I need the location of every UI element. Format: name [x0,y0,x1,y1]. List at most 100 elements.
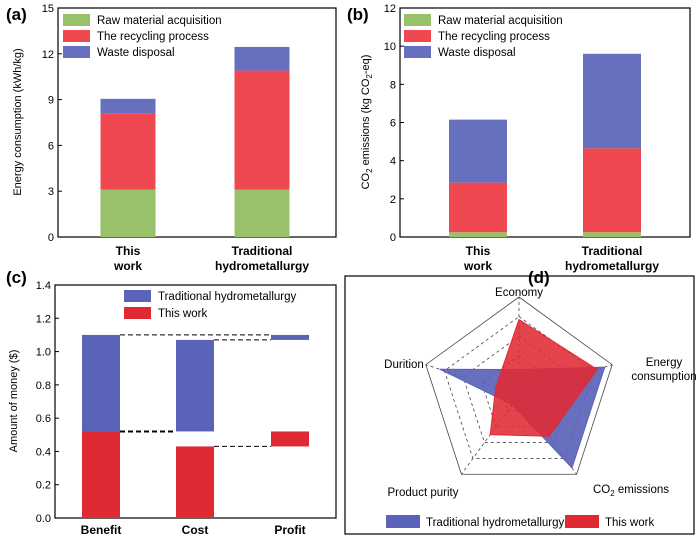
panel-b-label: (b) [347,5,369,24]
panel-c-bar [176,446,214,518]
panel-c-ytick-label: 0.2 [36,480,51,492]
panel-d: (d) Economy Energy consumption CO2 emiss… [344,268,697,535]
panel-b-bars [449,53,641,237]
panel-d-frame [344,275,695,535]
panel-c-bars [82,334,309,518]
radar-grid-ring [443,316,595,459]
panel-b-bar-segment [583,148,641,233]
panel-b-legend-label: The recycling process [438,31,550,43]
panel-a-ylabel: Energy consumption (kWh/kg) [12,48,24,195]
panel-a-label: (a) [6,5,27,24]
panel-d-legend-label: Traditional hydrometallurgy [426,517,565,529]
panel-a-plot-frame [57,7,337,238]
radar-label-economy: Economy [495,287,543,299]
radar-label-product-purity: Product purity [388,487,459,499]
panel-b-ytick-label: 2 [390,194,396,206]
panel-d-radar-series [439,318,606,469]
panel-a-category-1-line2: work [113,259,142,273]
panel-b-bar-segment [449,119,507,183]
panel-a-bar-segment [100,189,156,237]
panel-a-category-1-line1: This [116,244,141,258]
panel-a-legend-swatch [63,14,90,26]
panel-c-legend-swatch [124,307,151,319]
radar-label-energy-line1: Energy [646,357,683,369]
panel-b-legend-swatch [404,30,431,42]
panel-b-legend-swatch [404,14,431,26]
panel-b-ytick-label: 10 [384,41,396,53]
panel-b-ytick-label: 6 [390,118,396,130]
panel-c-category-label: Cost [182,523,209,537]
radar-label-co2: CO2 emissions [593,484,669,498]
panel-b-bar-segment [583,53,641,149]
panel-a-legend-swatch [63,46,90,58]
panel-a-legend-label: Waste disposal [97,47,175,59]
panel-a-ytick-label: 6 [48,140,54,152]
panel-a-bar-segment [234,46,290,71]
panel-c-legend-swatch [124,290,151,302]
panel-c-category-label: Profit [274,523,305,537]
panel-a-bars [100,46,290,237]
panel-d-legend-label: This work [605,517,654,529]
panel-a-ytick-label: 3 [48,186,54,198]
panel-a-legend-swatch [63,30,90,42]
panel-b-yticks: 0 2 4 6 8 10 12 [384,3,404,244]
panel-d-legend-swatch [386,515,420,528]
panel-c-bar [271,431,309,447]
panel-c-connector-lines [120,334,271,447]
panel-b-category-2-line1: Traditional [582,244,643,258]
panel-a-legend: Raw material acquisition The recycling pr… [63,14,222,59]
panel-b-bar-segment [449,232,507,237]
panel-b: (b) 0 2 4 6 8 10 12 Raw material acquisition Th… [347,3,691,273]
panel-b-ytick-label: 4 [390,156,396,168]
panel-a-ytick-label: 9 [48,95,54,107]
panel-d-legend: Traditional hydrometallurgy This work [386,515,654,529]
panel-b-ylabel: CO2 emissions (kg CO2-eq) [360,55,374,190]
panel-b-legend-swatch [404,46,431,58]
panel-c-legend: Traditional hydrometallurgy This work [124,290,297,320]
panel-b-category-1-line1: This [466,244,491,258]
panel-a-category-2-line2: hydrometallurgy [215,259,309,273]
panel-d-legend-swatch [565,515,599,528]
panel-c-ytick-label: 0.4 [36,446,51,458]
panel-a-category-2-line1: Traditional [232,244,293,258]
panel-b-ytick-label: 12 [384,3,396,15]
radar-series-area [489,318,599,437]
panel-c-label: (c) [6,268,27,287]
panel-b-ytick-label: 0 [390,232,396,244]
panel-b-legend-label: Raw material acquisition [438,15,563,27]
panel-c-legend-label: This work [158,308,207,320]
panel-a-bar-segment [234,189,290,237]
panel-a-legend-label: The recycling process [97,31,209,43]
panel-a-bar-segment [234,70,290,190]
panel-c-ylabel: Amount of money ($) [8,350,20,453]
panel-b-legend: Raw material acquisition The recycling pr… [404,14,563,59]
panel-a-ytick-label: 15 [42,3,54,15]
panel-c-ytick-label: 0.0 [36,513,51,525]
panel-c-legend-label: Traditional hydrometallurgy [158,291,297,303]
panel-b-legend-label: Waste disposal [438,47,516,59]
panel-c-ytick-label: 1.4 [36,280,51,292]
panel-c-ytick-label: 0.8 [36,380,51,392]
panel-b-category-1-line2: work [463,259,492,273]
panel-a-legend-label: Raw material acquisition [97,15,222,27]
panel-a-bar-segment [100,98,156,114]
panel-c-bar [176,339,214,432]
panel-c-bar [82,431,120,518]
panel-b-category-2-line2: hydrometallurgy [565,259,659,273]
panel-c-ytick-label: 1.0 [36,347,51,359]
radar-grid-ring [425,296,613,475]
panel-d-label: (d) [528,268,550,287]
panel-a-bar-segment [100,113,156,190]
panel-c: (c) 0.0 0.2 0.4 0.6 0.8 1.0 1.2 1.4 Traditional… [6,268,337,537]
panel-c-yticks: 0.0 0.2 0.4 0.6 0.8 1.0 1.2 1.4 [36,280,59,525]
panel-a: (a) 0 3 6 9 12 15 Raw material acquisition The… [6,3,337,273]
panel-c-category-labels: Benefit Cost Profit [81,523,306,537]
panel-a-ytick-label: 0 [48,232,54,244]
radar-label-durition: Durition [384,359,424,371]
panel-c-ytick-label: 0.6 [36,413,51,425]
panel-c-bar [271,334,309,340]
panel-a-yticks: 0 3 6 9 12 15 [42,3,62,244]
panel-b-bar-segment [583,232,641,237]
radar-label-energy-line2: consumption [631,371,696,383]
